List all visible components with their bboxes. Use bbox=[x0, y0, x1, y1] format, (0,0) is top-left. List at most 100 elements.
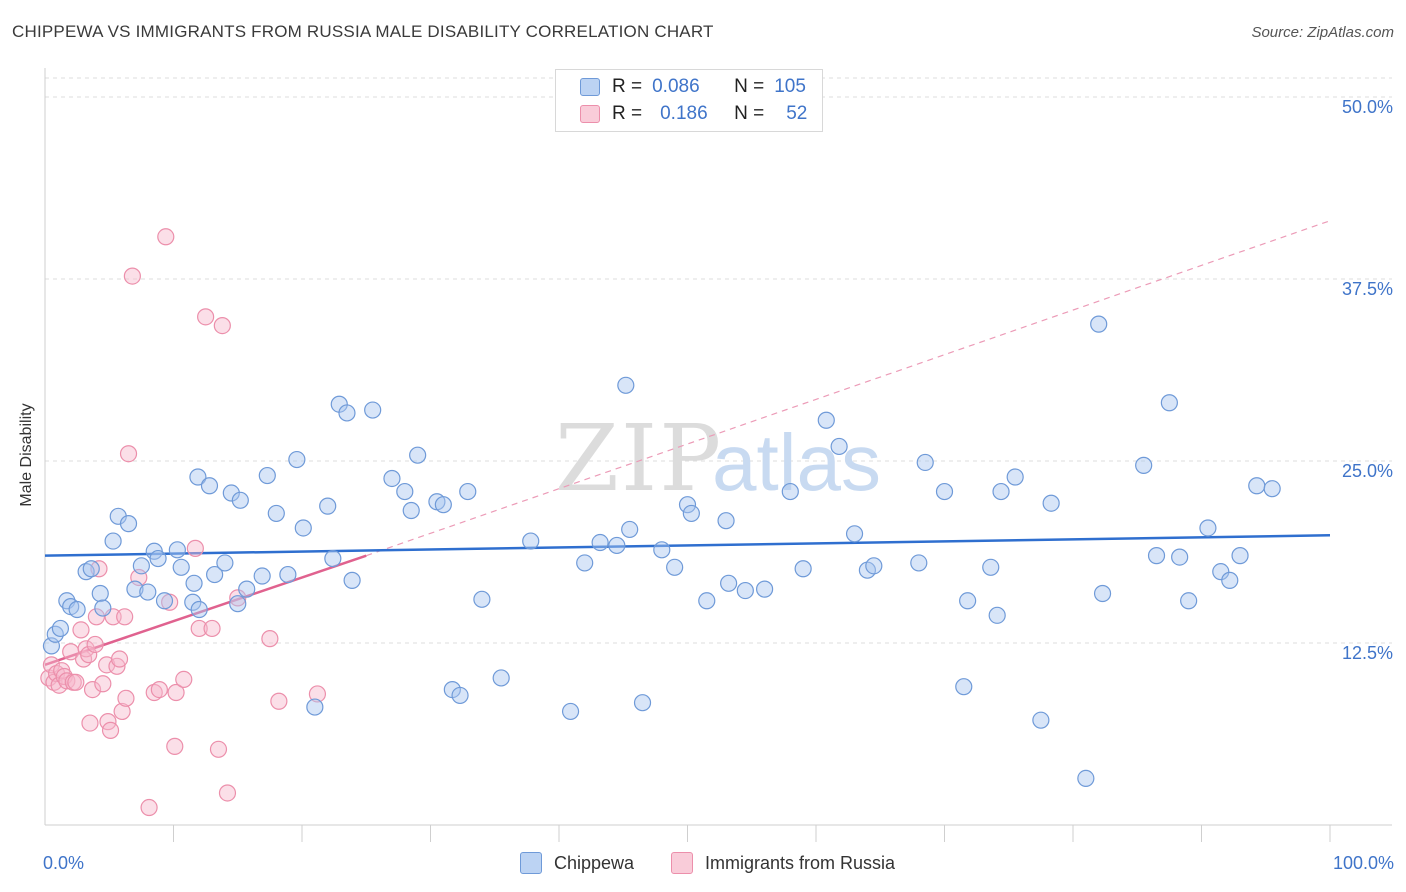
data-point-chippewa bbox=[736, 581, 754, 600]
data-point-russia bbox=[203, 619, 221, 638]
data-point-russia bbox=[175, 670, 193, 689]
data-point-chippewa bbox=[935, 482, 954, 501]
data-point-chippewa bbox=[119, 515, 138, 533]
data-point-chippewa bbox=[988, 606, 1006, 624]
data-point-russia bbox=[145, 683, 163, 702]
data-point-chippewa bbox=[1032, 711, 1050, 729]
data-point-chippewa bbox=[459, 482, 477, 501]
data-point-chippewa bbox=[653, 541, 671, 559]
data-point-russia bbox=[270, 692, 288, 710]
watermark: ZIP atlas bbox=[555, 405, 881, 512]
data-point-chippewa bbox=[319, 497, 337, 515]
data-point-chippewa bbox=[51, 619, 70, 638]
data-point-chippewa bbox=[155, 592, 174, 610]
data-point-chippewa bbox=[755, 580, 774, 598]
data-point-chippewa bbox=[720, 574, 738, 592]
data-point-chippewa bbox=[1042, 494, 1060, 512]
data-point-chippewa bbox=[992, 482, 1010, 501]
data-point-russia bbox=[86, 635, 104, 654]
data-point-chippewa bbox=[617, 376, 635, 394]
data-point-chippewa bbox=[338, 404, 356, 422]
data-point-russia bbox=[80, 646, 98, 664]
data-point-chippewa bbox=[794, 560, 812, 578]
data-point-chippewa bbox=[94, 599, 112, 617]
legend-item-chippewa[interactable]: Chippewa bbox=[520, 852, 634, 874]
r-value: 0.086 bbox=[652, 76, 700, 97]
n-label: N = bbox=[734, 103, 765, 124]
n-value: 52 bbox=[786, 103, 808, 124]
data-point-chippewa bbox=[1093, 584, 1112, 603]
data-point-chippewa bbox=[200, 477, 219, 495]
data-point-chippewa bbox=[288, 450, 306, 469]
data-point-chippewa bbox=[68, 600, 86, 619]
data-point-chippewa bbox=[279, 565, 297, 584]
trend-line-russia-extension bbox=[366, 220, 1331, 557]
data-point-russia bbox=[229, 589, 247, 607]
data-point-chippewa bbox=[1248, 477, 1266, 495]
data-point-chippewa bbox=[343, 571, 361, 589]
data-point-chippewa bbox=[561, 702, 580, 721]
data-point-chippewa bbox=[185, 574, 203, 592]
source-credit: Source: ZipAtlas.com bbox=[1251, 24, 1394, 41]
data-point-chippewa bbox=[698, 592, 716, 610]
russia-swatch bbox=[580, 105, 600, 123]
data-point-chippewa bbox=[238, 580, 256, 598]
watermark-zip: ZIP bbox=[555, 405, 723, 512]
data-point-chippewa bbox=[396, 482, 414, 501]
data-point-russia bbox=[117, 689, 135, 707]
data-point-russia bbox=[197, 308, 215, 326]
data-point-russia bbox=[87, 608, 106, 626]
data-point-chippewa bbox=[830, 437, 848, 456]
data-point-chippewa bbox=[633, 694, 652, 712]
data-point-russia bbox=[209, 740, 228, 758]
data-point-russia bbox=[94, 675, 112, 693]
trend-line-chippewa bbox=[44, 534, 1331, 557]
data-point-chippewa bbox=[149, 549, 167, 568]
data-point-chippewa bbox=[229, 595, 247, 613]
data-point-chippewa bbox=[1160, 394, 1178, 412]
data-point-chippewa bbox=[222, 484, 240, 502]
x-axis-max-label: 100.0% bbox=[1332, 853, 1394, 873]
data-point-chippewa bbox=[982, 558, 1000, 576]
watermark-atlas: atlas bbox=[712, 418, 881, 507]
series-russia-points bbox=[40, 228, 327, 817]
data-point-russia bbox=[113, 702, 131, 721]
stats-legend: R = 0.086 N = 105 R = 0.186 N = 52 bbox=[555, 69, 823, 132]
data-point-chippewa bbox=[576, 554, 594, 572]
data-point-russia bbox=[116, 608, 134, 626]
data-point-russia bbox=[186, 539, 204, 557]
data-point-chippewa bbox=[1171, 548, 1189, 566]
y-tick-labels: 12.5% 25.0% 37.5% 50.0% bbox=[1342, 97, 1393, 663]
n-value: 105 bbox=[774, 76, 806, 97]
data-point-chippewa bbox=[621, 520, 639, 539]
data-point-russia bbox=[261, 630, 279, 648]
data-point-chippewa bbox=[1135, 456, 1153, 474]
russia-swatch bbox=[671, 852, 693, 874]
data-point-chippewa bbox=[1263, 480, 1281, 498]
data-point-russia bbox=[67, 673, 85, 691]
data-point-russia bbox=[110, 650, 129, 668]
data-point-russia bbox=[150, 680, 168, 699]
data-point-chippewa bbox=[132, 557, 150, 575]
chippewa-swatch bbox=[580, 78, 600, 96]
data-point-russia bbox=[167, 683, 185, 702]
data-point-chippewa bbox=[451, 686, 469, 705]
data-point-chippewa bbox=[1180, 592, 1198, 610]
data-point-chippewa bbox=[522, 532, 540, 550]
y-tick-label: 37.5% bbox=[1342, 279, 1393, 299]
series-legend: Chippewa Immigrants from Russia bbox=[0, 852, 1406, 878]
data-point-chippewa bbox=[678, 496, 697, 514]
data-point-chippewa bbox=[172, 558, 190, 576]
chart-title: CHIPPEWA VS IMMIGRANTS FROM RUSSIA MALE … bbox=[12, 22, 714, 41]
legend-item-russia[interactable]: Immigrants from Russia bbox=[671, 852, 895, 874]
data-point-chippewa bbox=[473, 590, 491, 608]
data-point-chippewa bbox=[324, 549, 342, 568]
data-point-chippewa bbox=[955, 678, 973, 696]
legend-label-chippewa: Chippewa bbox=[554, 852, 635, 873]
data-point-chippewa bbox=[82, 560, 100, 578]
data-point-chippewa bbox=[492, 669, 510, 687]
data-point-chippewa bbox=[682, 504, 700, 523]
data-point-russia bbox=[308, 685, 327, 703]
data-point-chippewa bbox=[916, 453, 934, 472]
